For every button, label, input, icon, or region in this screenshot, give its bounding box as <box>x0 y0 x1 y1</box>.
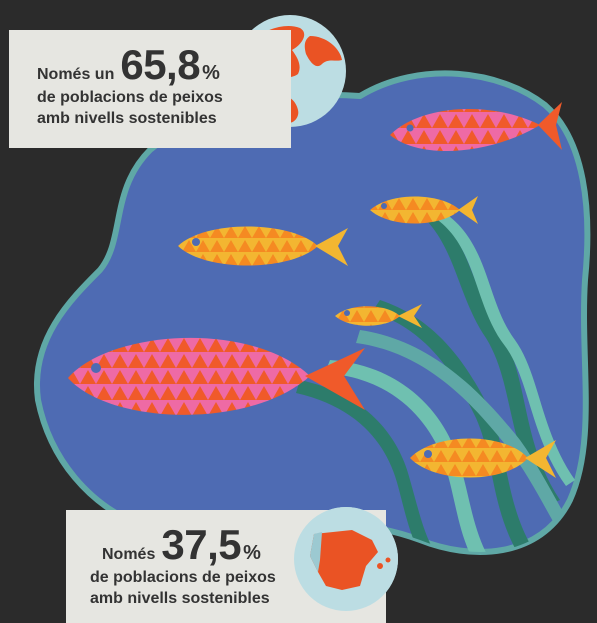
spain-stat-value: 37,5 <box>161 521 242 568</box>
spain-stat-card: Només 37,5 % de poblacions de peixos amb… <box>66 510 386 623</box>
world-stat-headline: Només un 65,8 % <box>37 44 291 86</box>
world-stat-prefix: Només un <box>37 66 115 83</box>
spain-stat-headline: Només 37,5 % <box>90 524 386 566</box>
yellow-fish-small <box>335 304 422 328</box>
pink-fish-large <box>68 337 365 415</box>
world-stat-card: Només un 65,8 % de poblacions de peixos … <box>9 30 291 148</box>
pink-fish-top <box>390 102 562 152</box>
yellow-fish-bottom <box>410 438 556 478</box>
world-stat-line1: de poblacions de peixos <box>37 89 223 106</box>
spain-stat-line2: amb nivells sostenibles <box>90 590 270 607</box>
world-stat-unit: % <box>202 62 220 84</box>
yellow-fish-upper <box>370 196 478 224</box>
ocean-blob <box>33 70 591 555</box>
world-stat-value: 65,8 <box>120 41 201 88</box>
spain-stat-prefix: Només <box>102 546 156 563</box>
world-stat-line2: amb nivells sostenibles <box>37 110 217 127</box>
spain-stat-unit: % <box>243 542 261 564</box>
yellow-fish-left <box>178 226 348 266</box>
spain-stat-line1: de poblacions de peixos <box>90 569 276 586</box>
